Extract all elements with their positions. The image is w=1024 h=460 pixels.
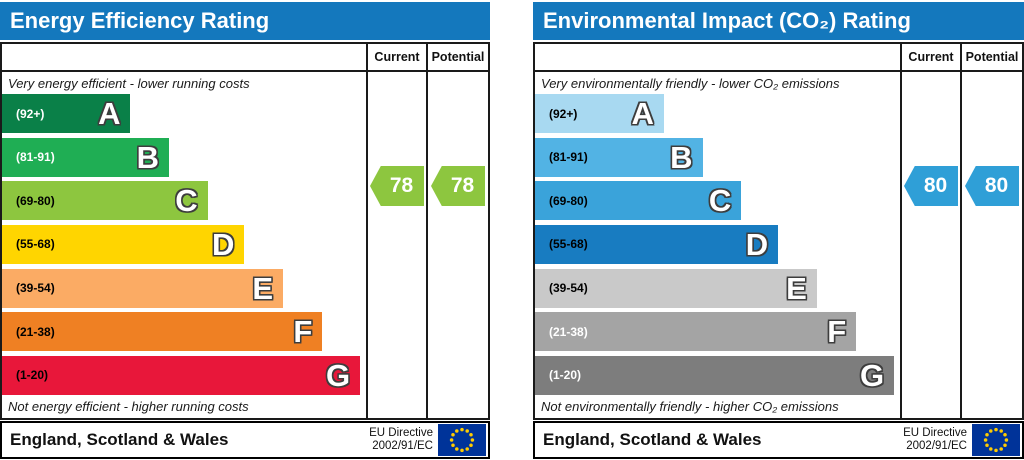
potential-column-header: Potential xyxy=(426,44,488,72)
band-letter: C xyxy=(175,183,198,219)
eu-directive-label: EU Directive 2002/91/EC xyxy=(369,427,433,453)
band-range-label: (55-68) xyxy=(16,237,55,252)
bottom-note: Not environmentally friendly - higher CO… xyxy=(541,399,839,414)
current-column: 80 xyxy=(900,72,960,418)
band-range-label: (69-80) xyxy=(16,193,55,208)
band-letter: F xyxy=(827,314,847,350)
current-rating-arrow: 80 xyxy=(904,166,958,206)
energy-rating-panel: Energy Efficiency Rating Current Potenti… xyxy=(0,2,490,459)
band-e: (39-54) E xyxy=(2,268,283,308)
current-rating-value: 78 xyxy=(389,174,414,197)
band-letter: A xyxy=(98,96,121,131)
rating-table: Current Potential Very environmentally f… xyxy=(533,42,1024,420)
band-f: (21-38) F xyxy=(535,312,857,352)
band-range-label: (1-20) xyxy=(16,368,49,383)
band-letter: C xyxy=(708,183,732,219)
bands-area: (92+) A (81-91) B (69-80) C (55-68) D xyxy=(2,94,366,395)
eu-flag-icon xyxy=(972,424,1020,456)
panel-title-bar: Environmental Impact (CO₂) Rating xyxy=(533,2,1024,40)
potential-rating-value: 80 xyxy=(984,174,1009,197)
footer: England, Scotland & Wales EU Directive 2… xyxy=(533,421,1024,459)
band-g: (1-20) G xyxy=(2,355,361,395)
band-letter: A xyxy=(631,96,654,131)
footer-region-label: England, Scotland & Wales xyxy=(10,430,229,449)
current-column-header: Current xyxy=(366,44,426,72)
bands-area: (92+) A (81-91) B (69-80) C (55-68) D xyxy=(535,94,900,395)
band-range-label: (92+) xyxy=(16,106,45,121)
panel-title: Energy Efficiency Rating xyxy=(10,8,270,33)
band-c: (69-80) C xyxy=(535,181,742,221)
bands-column: Very environmentally friendly - lower CO… xyxy=(535,72,900,418)
footer-region-label: England, Scotland & Wales xyxy=(543,430,762,449)
band-letter: G xyxy=(326,357,351,393)
table-corner-cell xyxy=(535,44,900,72)
band-d: (55-68) D xyxy=(2,224,245,264)
potential-column: 78 xyxy=(426,72,488,418)
band-d: (55-68) D xyxy=(535,224,779,264)
band-range-label: (81-91) xyxy=(16,150,55,165)
band-range-label: (1-20) xyxy=(549,368,582,383)
panel-title-bar: Energy Efficiency Rating xyxy=(0,2,490,40)
band-range-label: (21-38) xyxy=(549,324,588,339)
potential-column: 80 xyxy=(960,72,1022,418)
rating-table: Current Potential Very energy efficient … xyxy=(0,42,490,420)
eu-flag-icon xyxy=(438,424,486,456)
potential-rating-arrow: 78 xyxy=(431,166,485,206)
band-e: (39-54) E xyxy=(535,268,817,308)
band-letter: D xyxy=(212,226,235,262)
top-note: Very energy efficient - lower running co… xyxy=(8,75,250,91)
top-note: Very environmentally friendly - lower CO… xyxy=(541,75,840,91)
band-a: (92+) A xyxy=(2,94,131,133)
band-range-label: (69-80) xyxy=(549,193,588,208)
band-range-label: (92+) xyxy=(549,106,578,121)
band-letter: E xyxy=(252,270,273,306)
bottom-note: Not energy efficient - higher running co… xyxy=(8,399,249,414)
potential-rating-value: 78 xyxy=(450,174,475,197)
band-letter: B xyxy=(670,139,693,175)
current-column-header: Current xyxy=(900,44,960,72)
band-a: (92+) A xyxy=(535,94,664,133)
band-letter: F xyxy=(293,314,313,350)
band-f: (21-38) F xyxy=(2,312,323,352)
eu-directive-line1: EU Directive xyxy=(903,426,967,439)
band-range-label: (21-38) xyxy=(16,324,55,339)
band-c: (69-80) C xyxy=(2,181,208,221)
band-range-label: (39-54) xyxy=(549,281,588,296)
band-range-label: (81-91) xyxy=(549,150,588,165)
footer: England, Scotland & Wales EU Directive 2… xyxy=(0,421,490,459)
band-letter: G xyxy=(860,357,885,393)
bands-column: Very energy efficient - lower running co… xyxy=(2,72,366,418)
potential-rating-arrow: 80 xyxy=(965,166,1019,206)
band-letter: D xyxy=(745,226,769,262)
current-rating-arrow: 78 xyxy=(370,166,424,206)
band-b: (81-91) B xyxy=(2,137,170,177)
co2-rating-panel: Environmental Impact (CO₂) Rating Curren… xyxy=(533,2,1024,459)
table-corner-cell xyxy=(2,44,366,72)
band-b: (81-91) B xyxy=(535,137,703,177)
current-column: 78 xyxy=(366,72,426,418)
band-g: (1-20) G xyxy=(535,355,895,395)
eu-directive-line2: 2002/91/EC xyxy=(906,440,967,452)
potential-column-header: Potential xyxy=(960,44,1022,72)
current-rating-value: 80 xyxy=(923,174,948,197)
eu-directive-label: EU Directive 2002/91/EC xyxy=(903,427,967,453)
band-letter: B xyxy=(136,139,160,175)
band-letter: E xyxy=(786,270,807,306)
eu-directive-line1: EU Directive xyxy=(369,426,433,439)
band-range-label: (55-68) xyxy=(549,237,588,252)
eu-directive-line2: 2002/91/EC xyxy=(372,440,433,452)
band-range-label: (39-54) xyxy=(16,281,55,296)
panel-title: Environmental Impact (CO₂) Rating xyxy=(543,8,911,33)
